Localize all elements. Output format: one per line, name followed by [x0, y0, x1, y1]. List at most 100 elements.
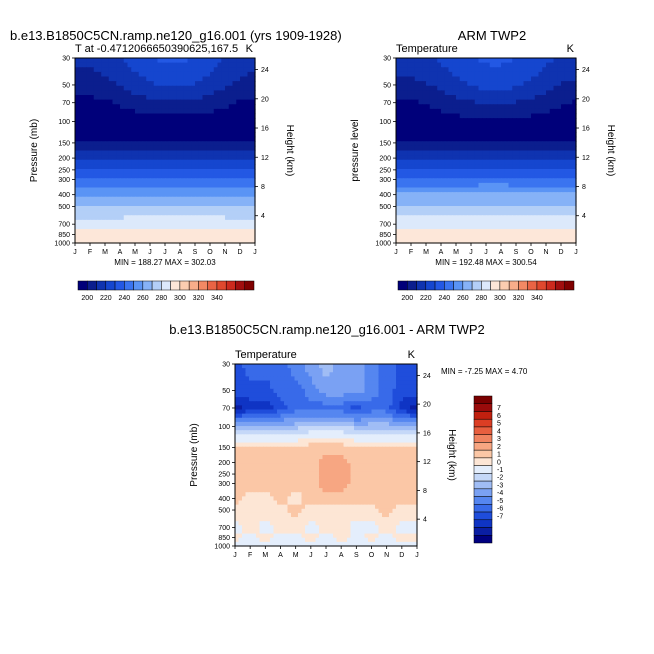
arm-field-cell	[437, 201, 442, 207]
model-field-cell	[123, 81, 129, 87]
arm-field-cell	[456, 108, 461, 115]
arm-field-cell	[564, 67, 570, 73]
arm-field-cell	[542, 118, 547, 124]
arm-panel-y-axis-label: pressure level	[350, 119, 361, 181]
arm-field-cell	[549, 159, 555, 165]
arm-field-cell	[399, 196, 405, 202]
model-field-cell	[240, 233, 245, 239]
arm-field-cell	[433, 219, 438, 226]
arm-field-cell	[448, 136, 453, 142]
arm-field-cell	[448, 219, 453, 226]
arm-field-cell	[433, 76, 438, 82]
difference-field-cell	[375, 368, 380, 373]
model-field-cell	[187, 95, 192, 101]
difference-field-cell	[312, 364, 317, 369]
model-field-cell	[232, 169, 237, 175]
arm-field-cell	[433, 196, 438, 202]
arm-field-cell	[433, 81, 438, 87]
arm-field-cell	[508, 201, 513, 207]
arm-field-cell	[538, 132, 543, 138]
arm-field-cell	[433, 136, 438, 142]
arm-field-cell	[414, 76, 420, 82]
model-field-cell	[93, 201, 99, 207]
arm-field-cell	[489, 90, 495, 96]
difference-field-cell	[280, 442, 285, 448]
model-field-cell	[168, 164, 174, 170]
model-pressure-tick-label: 500	[58, 204, 70, 211]
difference-field-cell	[406, 421, 411, 427]
model-field-cell	[78, 145, 84, 152]
model-field-cell	[217, 71, 222, 78]
arm-field-cell	[403, 132, 408, 138]
arm-field-cell	[564, 127, 570, 133]
model-field-cell	[213, 192, 219, 198]
model-field-cell	[180, 224, 185, 230]
difference-field-cell	[382, 401, 387, 406]
model-field-cell	[187, 159, 192, 165]
model-field-cell	[210, 219, 215, 226]
arm-field-cell	[542, 187, 547, 193]
model-field-cell	[108, 104, 114, 110]
arm-field-cell	[418, 90, 423, 96]
difference-field-cell	[340, 392, 345, 398]
difference-field-cell	[235, 368, 240, 373]
arm-field-cell	[527, 159, 532, 165]
arm-field-cell	[493, 71, 498, 78]
arm-field-cell	[471, 201, 476, 207]
difference-field-cell	[350, 426, 355, 431]
arm-month-tick-label: N	[543, 249, 548, 256]
difference-field-cell	[382, 426, 387, 431]
arm-field-cell	[426, 215, 431, 221]
arm-field-cell	[459, 173, 465, 179]
arm-field-cell	[444, 62, 450, 68]
model-field-cell	[135, 192, 140, 198]
model-field-cell	[176, 219, 181, 226]
model-field-cell	[138, 192, 144, 198]
model-field-cell	[195, 62, 200, 68]
arm-field-cell	[411, 132, 416, 138]
model-field-cell	[75, 99, 80, 105]
model-field-cell	[206, 169, 211, 175]
arm-field-cell	[437, 90, 442, 96]
arm-field-cell	[538, 99, 543, 105]
difference-field-cell	[382, 364, 387, 369]
difference-field-cell	[354, 364, 359, 369]
arm-field-cell	[561, 169, 566, 175]
model-field-cell	[127, 95, 132, 101]
model-field-cell	[168, 150, 174, 156]
difference-field-cell	[315, 426, 320, 431]
difference-field-cell	[277, 442, 282, 448]
arm-field-cell	[426, 118, 431, 124]
arm-field-cell	[403, 108, 408, 115]
arm-field-cell	[489, 150, 495, 156]
difference-field-cell	[364, 401, 369, 406]
model-field-cell	[108, 113, 114, 119]
arm-field-cell	[463, 150, 468, 156]
model-field-cell	[105, 136, 110, 142]
arm-field-cell	[482, 173, 487, 179]
arm-field-cell	[411, 108, 416, 115]
arm-field-cell	[411, 85, 416, 91]
difference-field-cell	[347, 364, 352, 369]
difference-field-cell	[368, 364, 373, 369]
model-field-cell	[161, 173, 166, 179]
arm-field-cell	[519, 192, 525, 198]
arm-field-cell	[504, 229, 510, 235]
arm-field-cell	[519, 85, 525, 91]
difference-field-cell	[308, 430, 313, 435]
model-field-cell	[86, 136, 91, 142]
difference-field-cell	[312, 380, 317, 386]
difference-field-cell	[294, 413, 299, 419]
arm-field-cell	[396, 233, 401, 239]
arm-field-cell	[523, 108, 528, 115]
difference-field-cell	[319, 413, 324, 419]
difference-field-cell	[319, 384, 324, 390]
difference-field-cell	[385, 430, 390, 435]
arm-field-cell	[441, 173, 446, 179]
model-field-cell	[195, 85, 200, 91]
arm-field-cell	[564, 95, 570, 101]
arm-field-cell	[441, 141, 446, 147]
model-field-cell	[138, 169, 144, 175]
arm-field-cell	[482, 164, 487, 170]
arm-field-cell	[538, 201, 543, 207]
